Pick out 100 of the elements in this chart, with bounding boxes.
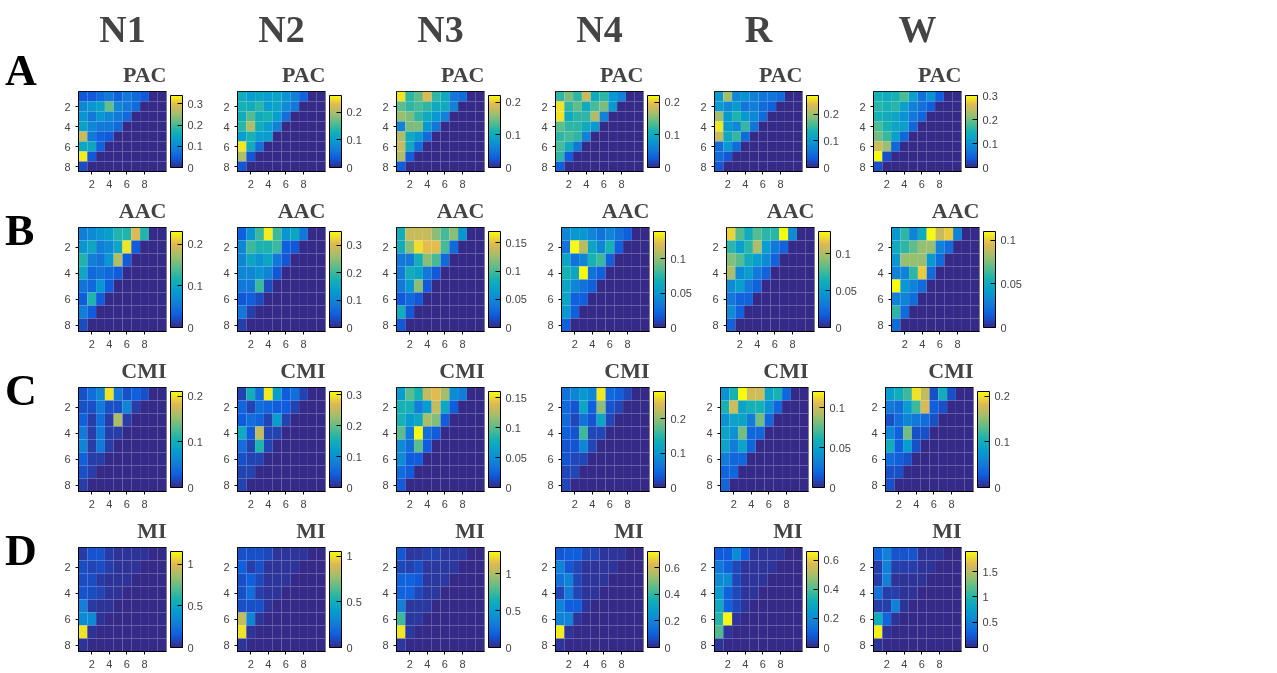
color-bar-title: AAC <box>436 197 485 223</box>
x-tick-label: 8 <box>624 337 631 350</box>
color-bar-label: 0.1 <box>823 134 839 147</box>
x-tick-label: 2 <box>88 497 95 510</box>
x-tick-label: 4 <box>754 337 761 350</box>
color-bar-title: CMI <box>439 357 485 383</box>
y-tick-label: 2 <box>700 561 707 573</box>
color-bar-label: 0.2 <box>346 106 362 119</box>
x-tick-label: 2 <box>88 177 95 190</box>
color-bar-label: 0 <box>664 641 671 654</box>
color-bar-label: 0.5 <box>187 599 203 612</box>
color-bar-label: 0 <box>835 321 842 334</box>
color-bar-label: 0.1 <box>187 279 203 292</box>
color-bar-label: 0.2 <box>187 390 203 403</box>
y-tick-label: 8 <box>223 479 230 491</box>
y-tick-label: 4 <box>706 427 713 439</box>
y-tick-label: 4 <box>382 587 389 599</box>
x-tick-label: 2 <box>247 177 254 190</box>
chart-title: W <box>898 7 937 50</box>
chart-title: N3 <box>417 7 464 50</box>
color-bar-label: 0.2 <box>982 113 998 126</box>
color-bar-label: 0.5 <box>505 604 521 617</box>
color-bar-label: 0 <box>1000 321 1007 334</box>
y-tick-label: 6 <box>700 613 707 625</box>
y-tick-label: 8 <box>64 639 71 651</box>
color-bar-title: AAC <box>931 197 980 223</box>
x-tick-label: 4 <box>424 657 431 670</box>
y-tick-label: 2 <box>382 401 389 413</box>
chart-title: R <box>744 7 773 50</box>
x-tick-label: 8 <box>141 497 148 510</box>
x-tick-label: 2 <box>571 337 578 350</box>
x-tick-label: 4 <box>589 337 596 350</box>
x-tick-label: 6 <box>930 497 937 510</box>
chart-title: N2 <box>258 7 305 50</box>
y-tick-label: 6 <box>541 140 548 153</box>
color-bar-label: 0 <box>670 321 677 334</box>
color-bar-label: 0.05 <box>505 451 527 464</box>
color-bar-label: 0 <box>346 161 353 174</box>
x-tick-label: 6 <box>282 337 289 350</box>
color-bar-label: 0.2 <box>670 412 686 425</box>
color-bar-label: 0.4 <box>664 588 680 601</box>
color-bar-label: 0.3 <box>982 89 998 102</box>
x-tick-label: 4 <box>106 177 113 190</box>
y-tick-label: 6 <box>382 613 389 625</box>
x-tick-label: 6 <box>600 657 607 670</box>
y-tick-label: 4 <box>859 587 866 599</box>
x-tick-label: 6 <box>441 177 448 190</box>
x-tick-label: 6 <box>606 337 613 350</box>
color-bar-label: 0 <box>346 641 353 654</box>
color-bar-title: MI <box>296 517 326 543</box>
color-bar-label: 0.1 <box>835 247 851 260</box>
x-tick-label: 8 <box>141 177 148 190</box>
color-bar-label: 0.2 <box>505 96 521 109</box>
x-tick-label: 6 <box>123 177 130 190</box>
color-bar-title: CMI <box>280 357 326 383</box>
x-tick-label: 8 <box>300 657 307 670</box>
color-bar-label: 0.1 <box>1000 234 1016 247</box>
color-bar-label: 0.2 <box>823 108 839 121</box>
x-tick-label: 4 <box>742 657 749 670</box>
y-tick-label: 8 <box>541 639 548 651</box>
x-tick-label: 6 <box>123 657 130 670</box>
x-tick-label: 8 <box>777 657 784 670</box>
y-tick-label: 2 <box>64 241 71 253</box>
x-tick-label: 4 <box>265 497 272 510</box>
text: D <box>5 525 37 577</box>
x-tick-label: 6 <box>282 497 289 510</box>
color-bar-label: 0.05 <box>505 293 527 306</box>
x-tick-label: 4 <box>583 177 590 190</box>
x-tick-label: 2 <box>406 177 413 190</box>
y-tick-label: 4 <box>223 427 230 439</box>
color-bar-title: MI <box>614 517 644 543</box>
color-bar-title: AAC <box>118 197 167 223</box>
y-tick-label: 6 <box>64 613 71 625</box>
x-tick-label: 2 <box>406 337 413 350</box>
x-tick-label: 6 <box>123 337 130 350</box>
y-tick-label: 6 <box>382 293 389 305</box>
color-bar-label: 0 <box>187 321 194 334</box>
color-bar-title: PAC <box>758 61 803 87</box>
y-tick-label: 4 <box>64 587 71 599</box>
text: A <box>5 45 37 97</box>
color-bar-title: AAC <box>277 197 326 223</box>
color-bar-label: 0.2 <box>664 96 680 109</box>
color-bar-label: 0 <box>505 161 512 174</box>
color-bar-title: MI <box>773 517 803 543</box>
y-tick-label: 2 <box>877 241 884 253</box>
x-tick-label: 6 <box>123 497 130 510</box>
x-tick-label: 2 <box>565 657 572 670</box>
x-tick-label: 4 <box>913 497 920 510</box>
color-bar-label: 0 <box>187 161 194 174</box>
color-bar-label: 0.1 <box>505 421 521 434</box>
color-bar-label: 1 <box>982 590 989 603</box>
color-bar-title: CMI <box>928 357 974 383</box>
x-tick-label: 4 <box>106 497 113 510</box>
color-bar-label: 1 <box>346 550 353 563</box>
color-bar-label: 0 <box>829 481 836 494</box>
y-tick-label: 4 <box>64 120 71 133</box>
x-tick-label: 2 <box>247 657 254 670</box>
color-bar-label: 0.3 <box>187 97 203 110</box>
x-tick-label: 6 <box>282 657 289 670</box>
color-bar-title: PAC <box>122 61 167 87</box>
